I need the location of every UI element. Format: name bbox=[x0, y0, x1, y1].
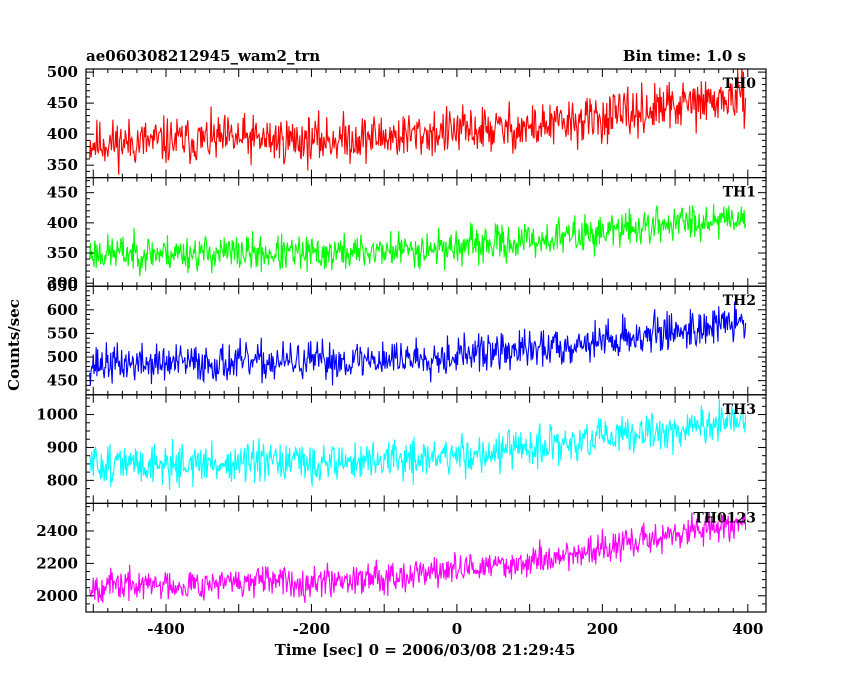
panel-label-th1: TH1 bbox=[723, 185, 756, 201]
panel-label-th0123: TH0123 bbox=[693, 510, 756, 526]
x-tick-label: 400 bbox=[732, 620, 763, 638]
y-tick-label: 1000 bbox=[36, 406, 78, 424]
panel-th2: 450 500 550 600 650 TH2 bbox=[47, 277, 767, 396]
y-tick-label: 450 bbox=[47, 372, 78, 390]
x-tick-label: -200 bbox=[293, 620, 331, 638]
y-tick-label: 650 bbox=[47, 277, 78, 295]
x-tick-label: 0 bbox=[452, 620, 462, 638]
series-th2-line bbox=[89, 301, 747, 386]
y-tick-label: 500 bbox=[47, 63, 78, 81]
series-th0-line bbox=[89, 69, 747, 175]
y-tick-label: 2200 bbox=[36, 554, 78, 572]
y-tick-label: 350 bbox=[47, 244, 78, 262]
panel-label-th2: TH2 bbox=[723, 293, 756, 309]
panels-group: 350 400 450 500 TH0 300 350 400 450 TH1 450 500 550 6… bbox=[36, 63, 767, 613]
panel-th1: 300 350 400 450 TH1 bbox=[47, 177, 767, 292]
y-tick-label: 350 bbox=[47, 156, 78, 174]
x-tick-label: 200 bbox=[587, 620, 618, 638]
y-tick-label: 2000 bbox=[36, 587, 78, 605]
y-axis-title: Counts/sec bbox=[5, 299, 23, 391]
y-tick-label: 300 bbox=[47, 274, 78, 292]
x-axis-title: Time [sec] 0 = 2006/03/08 21:29:45 bbox=[275, 641, 576, 659]
panel-frame bbox=[85, 285, 767, 396]
series-th0123-line bbox=[89, 512, 747, 603]
x-axis: -400 -200 0 200 400 bbox=[147, 620, 763, 638]
y-tick-label: 400 bbox=[47, 125, 78, 143]
panel-frame bbox=[85, 502, 767, 613]
series-th1-line bbox=[89, 204, 747, 277]
y-tick-label: 500 bbox=[47, 348, 78, 366]
panel-th0123: 2000 2200 2400 TH0123 bbox=[36, 502, 767, 613]
y-tick-label: 450 bbox=[47, 94, 78, 112]
panel-label-th0: TH0 bbox=[723, 76, 757, 92]
series-th3-line bbox=[89, 399, 747, 490]
panel-th0: 350 400 450 500 TH0 bbox=[47, 63, 767, 179]
y-tick-label: 900 bbox=[47, 438, 78, 456]
chart-title: ae060308212945_wam2_trn bbox=[86, 47, 320, 65]
y-tick-label: 2400 bbox=[36, 522, 78, 540]
y-tick-label: 600 bbox=[47, 301, 78, 319]
y-tick-label: 550 bbox=[47, 324, 78, 342]
y-tick-label: 800 bbox=[47, 471, 78, 489]
panel-label-th3: TH3 bbox=[723, 402, 756, 418]
x-tick-label: -400 bbox=[147, 620, 185, 638]
bin-time-label: Bin time: 1.0 s bbox=[623, 47, 746, 65]
panel-th3: 800 900 1000 TH3 bbox=[36, 394, 767, 504]
y-tick-label: 400 bbox=[47, 214, 78, 232]
y-tick-label: 450 bbox=[47, 184, 78, 202]
